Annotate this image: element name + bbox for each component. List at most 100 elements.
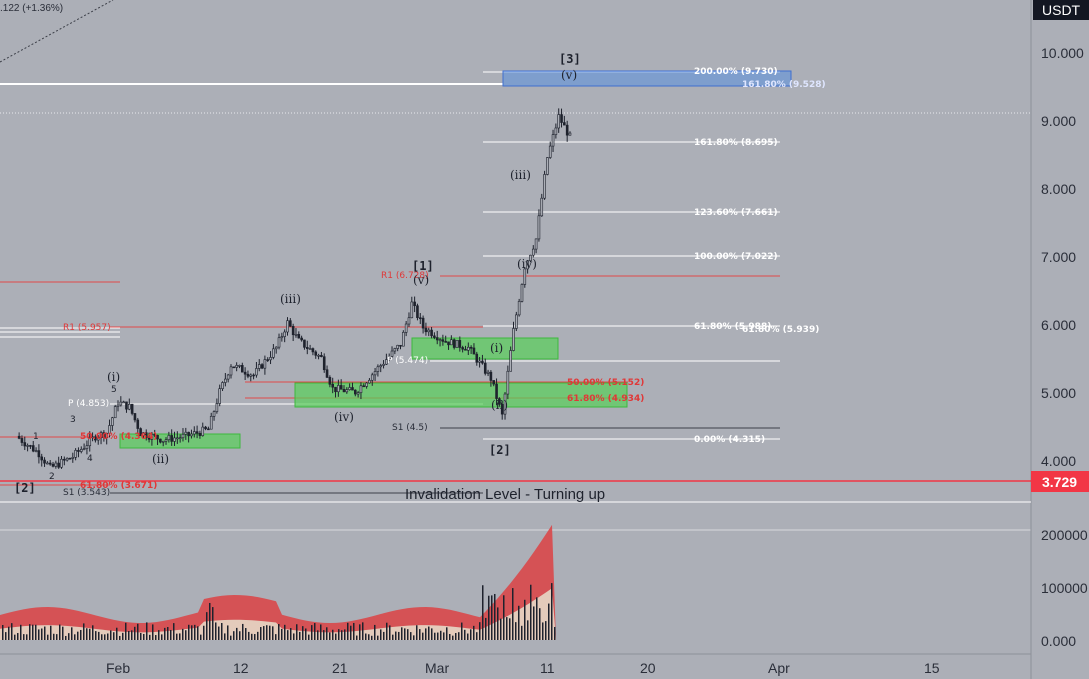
volume-bar <box>431 628 433 640</box>
pivot-p-mar: P (5.474) <box>387 356 428 366</box>
volume-bar <box>380 629 382 640</box>
candle-body <box>487 372 489 373</box>
candle-body <box>354 390 356 394</box>
volume-bar <box>77 632 79 640</box>
volume-bar <box>32 625 34 640</box>
volume-bar <box>446 627 448 640</box>
candle-body <box>32 446 34 452</box>
price-tick-4: 4.000 <box>1041 453 1076 469</box>
volume-bar <box>41 629 43 640</box>
date-tick-12: 12 <box>233 660 249 676</box>
candle-body <box>289 321 291 327</box>
volume-bar <box>275 634 277 640</box>
volume-bar <box>335 634 337 640</box>
candle-body <box>250 375 252 376</box>
volume-bar <box>422 633 424 640</box>
volume-bar <box>191 625 193 640</box>
volume-bar <box>500 619 502 640</box>
volume-bar <box>470 629 472 640</box>
volume-bar <box>524 600 526 640</box>
candle-body <box>544 174 546 198</box>
candle-body <box>535 239 537 249</box>
volume-bar <box>392 635 394 640</box>
candle-body <box>168 435 170 439</box>
candle-body <box>351 387 353 390</box>
candle-body <box>402 332 404 346</box>
candle-body <box>287 321 289 332</box>
candle-body <box>374 372 376 375</box>
support-zone-mar[interactable] <box>412 338 558 359</box>
volume-bar <box>410 632 412 640</box>
volume-bar <box>20 625 22 640</box>
candle-body <box>46 463 48 464</box>
volume-bar <box>416 625 418 640</box>
candle-body <box>38 451 40 457</box>
volume-bar <box>290 628 292 640</box>
volume-bar <box>218 627 220 640</box>
wave-label-v-right: (v) <box>561 68 577 82</box>
volume-bar <box>206 612 208 640</box>
volume-bar <box>548 604 550 640</box>
wave-label-2-bracket: [2] <box>489 443 511 457</box>
volume-bar <box>200 635 202 640</box>
volume-bar <box>515 622 517 640</box>
candle-body <box>219 389 221 404</box>
volume-tick-0: 0.000 <box>1041 633 1076 649</box>
volume-bar <box>527 620 529 640</box>
candle-body <box>318 355 320 356</box>
candle-body <box>188 432 190 436</box>
candle-body <box>272 349 274 358</box>
volume-bar <box>425 628 427 640</box>
volume-bar <box>371 636 373 640</box>
volume-bar <box>65 636 67 640</box>
candle-body <box>216 404 218 412</box>
date-tick-mar: Mar <box>425 660 449 676</box>
candle-body <box>473 348 475 354</box>
volume-bar <box>257 632 259 640</box>
volume-bar <box>227 625 229 640</box>
wave-label-iii-right: (iii) <box>510 168 531 182</box>
volume-bar <box>317 630 319 640</box>
wave-label-2: 2 <box>49 472 55 482</box>
volume-bar <box>140 633 142 640</box>
volume-bar <box>458 632 460 640</box>
volume-bar <box>488 596 490 640</box>
wave-label-2-left: [2] <box>14 481 36 495</box>
candle-body <box>363 386 365 387</box>
volume-bar <box>551 583 553 640</box>
volume-bar <box>5 632 7 640</box>
volume-bar <box>98 632 100 640</box>
wave-label-v-left: (v) <box>413 273 429 287</box>
wave-label-3: 3 <box>70 415 76 425</box>
candle-body <box>397 345 399 348</box>
volume-bar <box>50 626 52 640</box>
candle-body <box>44 460 46 463</box>
volume-bar <box>350 626 352 640</box>
volume-bar <box>62 627 64 640</box>
candle-body <box>453 340 455 348</box>
candle-body <box>264 360 266 369</box>
candle-body <box>185 432 187 434</box>
wave-label-1-bracket: [1] <box>412 259 434 273</box>
volume-bar <box>509 618 511 640</box>
volume-bar <box>143 634 145 640</box>
candle-body <box>515 315 517 329</box>
volume-bar <box>389 625 391 640</box>
candle-body <box>546 158 548 175</box>
candle-body <box>114 407 116 418</box>
candle-body <box>343 389 345 392</box>
volume-bar <box>539 608 541 640</box>
date-tick-apr: Apr <box>768 660 790 676</box>
candle-body <box>131 404 133 413</box>
volume-bar <box>194 625 196 640</box>
volume-bar <box>188 625 190 640</box>
date-tick-20: 20 <box>640 660 656 676</box>
candle-body <box>481 361 483 363</box>
candle-body <box>24 443 26 446</box>
volume-bar <box>179 633 181 640</box>
candle-body <box>360 386 362 393</box>
candle-body <box>462 347 464 349</box>
header-change-text: .122 (+1.36%) <box>0 3 63 14</box>
volume-bar <box>74 634 76 640</box>
